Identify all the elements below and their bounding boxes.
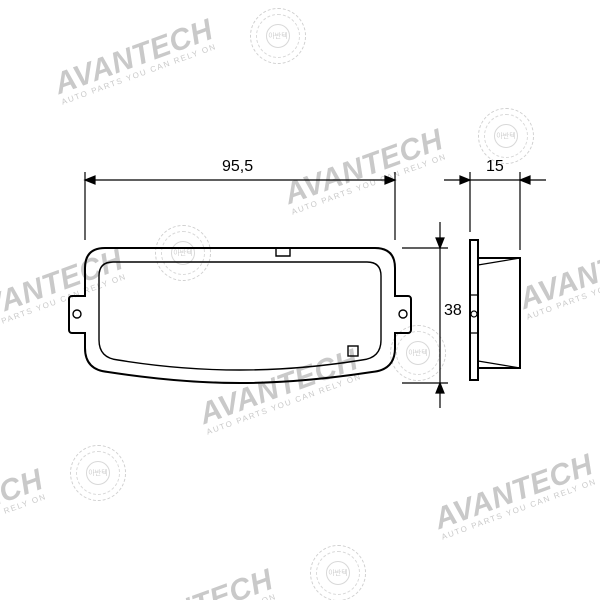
- dim-depth: [444, 172, 546, 250]
- dim-depth-label: 15: [486, 158, 504, 176]
- side-view: [470, 240, 520, 380]
- dim-width-label: 95,5: [222, 158, 253, 176]
- dim-height-label: 38: [444, 302, 462, 320]
- front-view: [69, 248, 411, 383]
- technical-drawing: [0, 0, 600, 600]
- dim-height: [402, 222, 448, 408]
- dim-width: [85, 172, 395, 240]
